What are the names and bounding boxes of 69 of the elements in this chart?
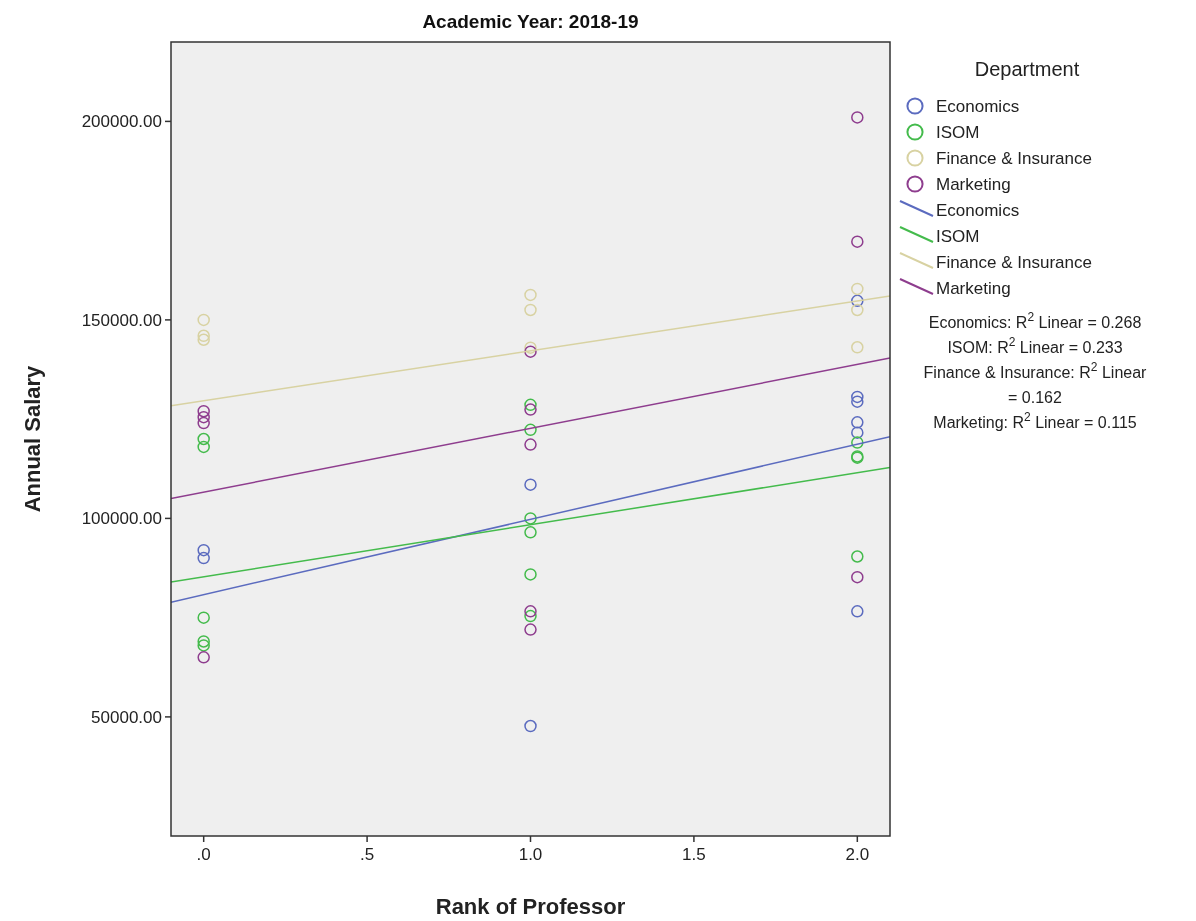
point: [524, 341, 537, 354]
y-tick-label: 50000.00: [91, 707, 162, 727]
point: [524, 623, 537, 636]
legend-label: Marketing: [936, 174, 1011, 194]
legend-label: Economics: [936, 200, 1020, 220]
point: [524, 288, 537, 302]
point: [851, 235, 864, 248]
point: [197, 543, 210, 557]
point: [851, 416, 864, 429]
point: [524, 423, 537, 437]
legend-label: Finance & Insurance: [936, 252, 1092, 272]
text: ISOM: R$^{2}$ Linear = 0.233: [947, 335, 1123, 356]
point: [851, 390, 864, 404]
point: [197, 333, 210, 346]
y-axis-title: Annual Salary: [20, 364, 45, 513]
point: [851, 282, 864, 296]
point: [524, 303, 537, 317]
x-tick-label: 1.0: [518, 845, 543, 864]
point: [524, 398, 537, 412]
x-tick-label: .0: [196, 845, 211, 864]
point: [851, 436, 864, 449]
legend-label: Marketing: [936, 278, 1011, 298]
point: [524, 609, 537, 623]
x-axis-title: Rank of Professor: [435, 894, 626, 919]
y-tick-label: 200000.00: [81, 112, 162, 132]
point: [524, 403, 537, 416]
x-tick-label: 2.0: [845, 845, 870, 864]
point: [197, 410, 210, 424]
point: [197, 404, 210, 418]
point: [524, 568, 537, 581]
point: [197, 551, 210, 565]
point: [197, 635, 210, 648]
x-tick-label: .5: [360, 845, 375, 864]
point: [851, 395, 864, 408]
text: Economics: R$^{2}$ Linear = 0.268: [928, 310, 1142, 331]
point: [197, 651, 210, 664]
point: [851, 303, 864, 317]
point: [197, 440, 210, 454]
point: [197, 432, 210, 446]
legend-label: Economics: [936, 96, 1020, 116]
point: [524, 512, 537, 525]
point: [524, 478, 537, 491]
text: Finance & Insurance: R$^{2}$ Linear = 0.162: [923, 360, 1147, 406]
point: [197, 313, 210, 327]
point: [524, 345, 537, 358]
point: [197, 611, 210, 624]
point: [524, 719, 537, 733]
point: [851, 550, 864, 563]
y-tick-label: 100000.00: [81, 509, 162, 529]
point: [851, 294, 864, 308]
point: [851, 605, 864, 618]
point: [851, 341, 864, 354]
legend-label: ISOM: [936, 122, 980, 142]
point: [851, 426, 864, 439]
y-tick-label: 150000.00: [81, 310, 162, 330]
point: [197, 639, 210, 652]
text: Marketing: R$^{2}$ Linear = 0.115: [933, 410, 1137, 431]
legend-label: Finance & Insurance: [936, 148, 1092, 168]
point: [197, 329, 210, 343]
point: [524, 526, 537, 539]
legend-title: Department: [974, 58, 1080, 80]
point: [197, 416, 210, 430]
point: [524, 605, 537, 618]
x-tick-label: 1.5: [682, 845, 706, 864]
point: [524, 438, 537, 451]
point: [851, 570, 864, 584]
chart-title: Academic Year: 2018-19: [422, 11, 639, 32]
point: [851, 111, 864, 124]
legend-label: ISOM: [936, 226, 980, 246]
